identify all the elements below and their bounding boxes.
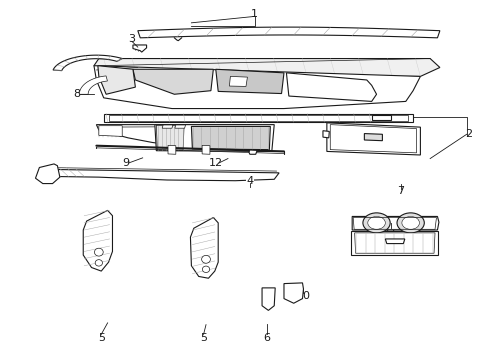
- Circle shape: [397, 213, 424, 233]
- Polygon shape: [162, 125, 173, 128]
- Polygon shape: [79, 76, 107, 94]
- Ellipse shape: [95, 260, 102, 266]
- Polygon shape: [109, 115, 408, 121]
- Polygon shape: [365, 134, 382, 141]
- Polygon shape: [53, 55, 122, 71]
- Polygon shape: [385, 239, 405, 244]
- Circle shape: [363, 213, 390, 233]
- Polygon shape: [249, 150, 257, 154]
- Polygon shape: [168, 145, 176, 154]
- Polygon shape: [352, 216, 439, 230]
- Text: 5: 5: [200, 333, 207, 343]
- Polygon shape: [284, 283, 303, 303]
- Polygon shape: [97, 125, 250, 144]
- Text: 7: 7: [397, 186, 404, 197]
- Polygon shape: [38, 169, 279, 181]
- Polygon shape: [372, 115, 391, 120]
- Text: 8: 8: [74, 89, 80, 99]
- Polygon shape: [202, 145, 210, 154]
- Circle shape: [402, 216, 419, 229]
- Text: 4: 4: [246, 176, 253, 186]
- Polygon shape: [351, 231, 439, 255]
- Text: 2: 2: [466, 129, 473, 139]
- Text: 9: 9: [122, 158, 129, 168]
- Polygon shape: [104, 113, 413, 122]
- Polygon shape: [330, 125, 416, 153]
- Text: 10: 10: [296, 291, 311, 301]
- Text: 11: 11: [384, 226, 398, 236]
- Polygon shape: [262, 288, 275, 310]
- Ellipse shape: [202, 266, 210, 273]
- Polygon shape: [229, 76, 247, 86]
- Polygon shape: [133, 45, 147, 52]
- Polygon shape: [35, 164, 60, 184]
- Polygon shape: [156, 125, 184, 150]
- Polygon shape: [133, 69, 213, 94]
- Text: 6: 6: [264, 333, 270, 343]
- Polygon shape: [155, 125, 274, 152]
- Polygon shape: [355, 233, 435, 253]
- Polygon shape: [216, 69, 284, 94]
- Polygon shape: [175, 125, 186, 128]
- Ellipse shape: [202, 255, 210, 263]
- Polygon shape: [287, 73, 376, 102]
- Text: 1: 1: [251, 9, 258, 19]
- Text: 3: 3: [128, 34, 135, 44]
- Polygon shape: [138, 27, 440, 38]
- Polygon shape: [192, 126, 270, 150]
- Polygon shape: [83, 210, 113, 271]
- Text: 5: 5: [98, 333, 105, 343]
- Polygon shape: [191, 217, 218, 278]
- Ellipse shape: [95, 248, 103, 256]
- Polygon shape: [327, 123, 420, 155]
- Circle shape: [368, 216, 385, 229]
- Polygon shape: [98, 66, 135, 94]
- Text: 12: 12: [209, 158, 223, 168]
- Polygon shape: [94, 59, 440, 76]
- Polygon shape: [94, 66, 420, 109]
- Polygon shape: [323, 131, 329, 138]
- Polygon shape: [99, 126, 122, 136]
